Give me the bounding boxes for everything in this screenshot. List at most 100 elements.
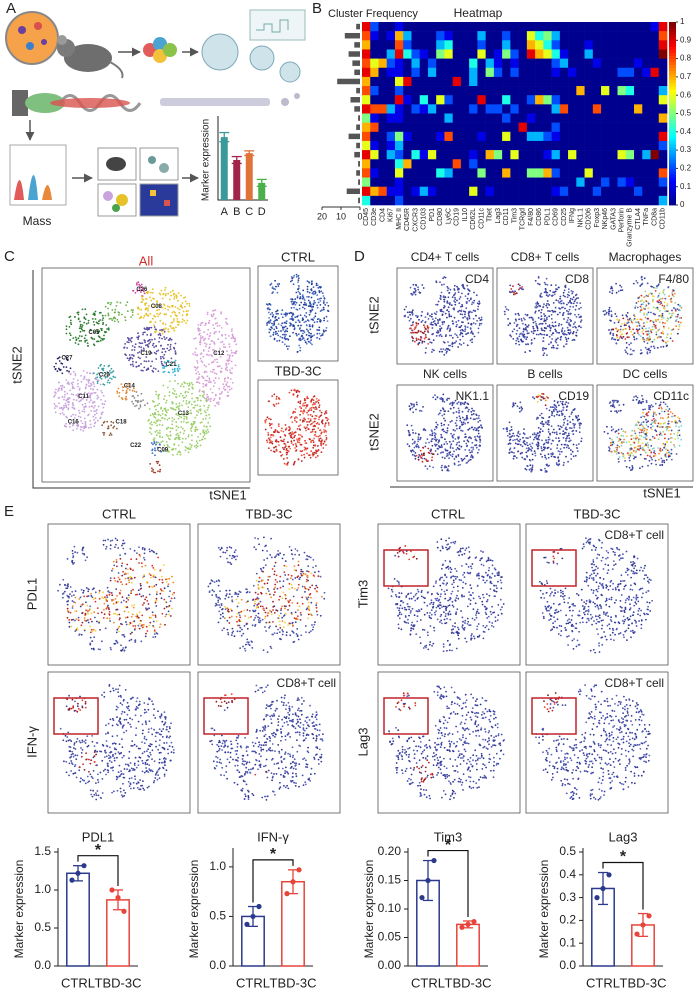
cell-dot xyxy=(109,370,111,372)
cell-dot xyxy=(119,301,122,304)
cell-dot xyxy=(659,303,661,306)
cell-dot xyxy=(156,312,159,315)
cell-dot xyxy=(514,318,517,321)
cell-dot xyxy=(461,305,464,308)
cell-dot xyxy=(125,384,128,387)
cell-dot xyxy=(286,457,289,459)
cell-dot xyxy=(150,352,153,354)
cell-dot xyxy=(448,451,451,454)
cell-dot xyxy=(137,338,140,340)
cell-dot xyxy=(514,438,516,441)
cell-dot xyxy=(532,325,534,328)
cell-dot xyxy=(202,382,205,385)
cell-dot xyxy=(572,306,575,308)
cell-dot xyxy=(110,434,113,436)
cell-dot xyxy=(153,326,156,328)
cell-dot xyxy=(295,450,297,452)
cell-dot xyxy=(558,404,560,407)
cell-dot xyxy=(140,316,142,319)
cell-dot xyxy=(292,313,295,316)
cell-dot xyxy=(168,371,171,374)
cell-dot xyxy=(326,301,328,304)
cell-dot xyxy=(455,321,458,323)
cell-dot xyxy=(522,288,524,291)
cell-dot xyxy=(666,336,668,339)
cell-dot xyxy=(97,405,100,408)
cell-dot xyxy=(641,299,643,302)
cell-dot xyxy=(463,287,465,290)
cell-dot xyxy=(425,458,428,461)
cell-dot xyxy=(121,386,124,388)
cell-dot xyxy=(642,332,645,335)
cell-dot xyxy=(293,431,296,434)
cell-dot xyxy=(164,338,166,340)
cell-dot xyxy=(58,367,60,370)
cell-dot xyxy=(324,304,327,306)
cell-dot xyxy=(675,425,677,428)
cell-dot xyxy=(662,430,665,433)
cell-dot xyxy=(295,332,297,335)
cell-dot xyxy=(448,303,451,306)
cell-dot xyxy=(616,330,619,333)
cell-dot xyxy=(646,428,648,431)
cell-dot xyxy=(480,316,483,319)
cell-dot xyxy=(464,326,467,328)
cell-dot xyxy=(530,467,532,470)
cell-dot xyxy=(165,410,167,412)
cell-dot xyxy=(661,297,664,300)
cell-dot xyxy=(664,443,667,446)
cell-dot xyxy=(521,456,524,459)
cell-dot xyxy=(308,331,310,334)
cell-dot xyxy=(580,326,582,329)
cell-dot xyxy=(100,363,102,366)
cell-dot xyxy=(89,423,92,426)
cell-dot xyxy=(153,405,156,408)
cell-dot xyxy=(566,293,569,296)
cell-dot xyxy=(81,422,84,425)
cell-dot xyxy=(405,305,408,308)
cell-dot xyxy=(437,300,440,303)
cell-dot xyxy=(470,437,472,440)
cell-dot xyxy=(317,445,319,447)
cell-dot xyxy=(154,331,157,334)
cell-dot xyxy=(228,346,231,348)
cell-dot xyxy=(477,429,480,432)
cell-dot xyxy=(518,440,521,443)
cell-dot xyxy=(412,432,414,434)
cell-dot xyxy=(61,412,64,414)
cell-dot xyxy=(227,376,229,379)
cell-dot xyxy=(660,336,662,338)
cell-dot xyxy=(431,327,434,329)
cell-dot xyxy=(96,379,99,382)
cell-dot xyxy=(656,434,658,436)
cell-dot xyxy=(469,458,472,461)
cell-dot xyxy=(423,326,426,329)
cell-dot xyxy=(466,318,469,321)
cell-dot xyxy=(448,334,451,337)
cell-dot xyxy=(298,338,301,341)
cell-dot xyxy=(292,394,295,396)
cell-dot xyxy=(430,440,433,443)
cell-dot xyxy=(429,315,431,317)
cell-dot xyxy=(313,424,316,427)
cell-dot xyxy=(302,330,305,332)
cell-dot xyxy=(185,310,188,312)
cell-dot xyxy=(447,341,449,343)
cell-dot xyxy=(289,417,292,419)
cell-dot xyxy=(276,440,279,443)
cell-dot xyxy=(228,343,231,345)
cell-dot xyxy=(544,283,547,286)
cell-dot xyxy=(535,302,537,305)
cell-dot xyxy=(293,306,295,309)
cell-dot xyxy=(608,329,610,331)
cell-dot xyxy=(660,346,662,348)
cell-dot xyxy=(535,443,538,446)
cell-dot xyxy=(651,285,653,288)
cell-dot xyxy=(610,286,613,289)
cell-dot xyxy=(619,335,622,338)
cell-dot xyxy=(177,370,180,373)
cell-dot xyxy=(656,287,658,289)
cell-dot xyxy=(298,441,301,444)
cell-dot xyxy=(171,420,174,423)
cell-dot xyxy=(661,316,663,319)
